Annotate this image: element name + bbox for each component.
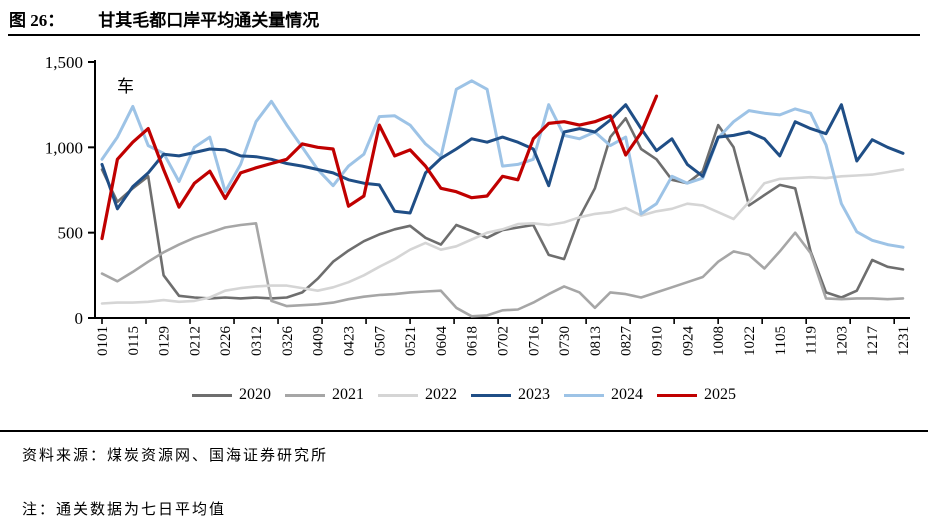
legend-label-2021: 2021 <box>332 386 364 403</box>
line-chart: 0 500 1,000 1,500 0101 0115 0129 0212 0226 0312 03… <box>45 53 912 357</box>
legend-swatch-2023 <box>471 393 511 397</box>
figure-title-row: 图 26： 甘其毛都口岸平均通关量情况 <box>9 6 319 31</box>
x-axis-label: 0730 <box>557 326 573 356</box>
x-axis-label: 0326 <box>280 326 296 357</box>
x-axis-label: 0827 <box>619 326 635 357</box>
x-axis-label: 0813 <box>588 326 604 356</box>
y-axis-label: 1,500 <box>45 53 83 72</box>
series-line-2025 <box>100 94 659 241</box>
y-axis-label: 500 <box>58 224 84 243</box>
x-axis-label: 0409 <box>311 326 327 356</box>
x-axis-label: 1119 <box>804 326 820 355</box>
x-axis-label: 0312 <box>249 326 265 356</box>
x-axis-label: 0212 <box>187 326 203 356</box>
chart-footer-divider-line <box>0 430 928 432</box>
legend-item-2023: 2023 <box>471 386 550 404</box>
legend-item-2024: 2024 <box>564 386 643 404</box>
x-axis-label: 0910 <box>650 326 666 356</box>
x-axis-label: 1217 <box>865 326 881 357</box>
series-line-2021 <box>100 222 905 318</box>
legend-swatch-2024 <box>564 393 604 397</box>
legend-swatch-2021 <box>285 393 325 397</box>
note-text: 注：通关数据为七日平均值 <box>22 502 227 518</box>
series-line-2020 <box>100 117 905 300</box>
x-axis-label: 0618 <box>465 326 481 356</box>
x-axis-label: 0521 <box>403 326 419 356</box>
y-axis-label: 0 <box>75 309 84 328</box>
legend-item-2025: 2025 <box>657 386 736 404</box>
series-line-2024 <box>100 79 905 249</box>
x-axis-label: 0716 <box>526 326 542 357</box>
figure-number-label: 图 26： <box>9 11 65 30</box>
y-axis-unit-label: 车 <box>117 77 134 96</box>
x-axis-label: 1022 <box>742 326 758 356</box>
legend-label-2020: 2020 <box>239 386 271 403</box>
legend-item-2021: 2021 <box>285 386 364 404</box>
legend-label-2022: 2022 <box>425 386 457 403</box>
legend-item-2022: 2022 <box>378 386 457 404</box>
x-axis-label: 0423 <box>341 326 357 356</box>
x-axis-label: 0507 <box>372 326 388 357</box>
x-axis-label: 0226 <box>218 326 234 357</box>
x-axis-label: 0702 <box>496 326 512 356</box>
y-axis-label: 1,000 <box>45 138 83 157</box>
x-axis-label: 0924 <box>680 326 696 357</box>
title-divider-line <box>8 34 920 36</box>
x-axis-label: 1008 <box>711 326 727 356</box>
legend-swatch-2022 <box>378 393 418 397</box>
x-axis-label: 0604 <box>434 326 450 357</box>
legend-label-2025: 2025 <box>704 386 736 403</box>
axis-lines <box>94 60 910 319</box>
legend-swatch-2025 <box>657 393 697 397</box>
legend-label-2023: 2023 <box>518 386 550 403</box>
x-axis-label: 1203 <box>834 326 850 356</box>
series-line-2022 <box>100 168 905 305</box>
x-axis-label: 1105 <box>773 326 789 355</box>
line-chart-area: 0 500 1,000 1,500 0101 0115 0129 0212 0226 0312 03… <box>0 40 928 386</box>
series-line-2023 <box>100 103 905 215</box>
legend-label-2024: 2024 <box>611 386 643 403</box>
legend-swatch-2020 <box>192 393 232 397</box>
legend-item-2020: 2020 <box>192 386 271 404</box>
source-text: 资料来源：煤炭资源网、国海证券研究所 <box>22 448 329 464</box>
x-axis-label: 1231 <box>896 326 912 356</box>
x-axis-label: 0101 <box>95 326 111 356</box>
x-axis-label: 0115 <box>126 326 142 355</box>
x-axis-label: 0129 <box>157 326 173 356</box>
figure-title: 甘其毛都口岸平均通关量情况 <box>98 11 320 30</box>
chart-legend: 2020 2021 2022 2023 2024 2025 <box>0 386 928 404</box>
